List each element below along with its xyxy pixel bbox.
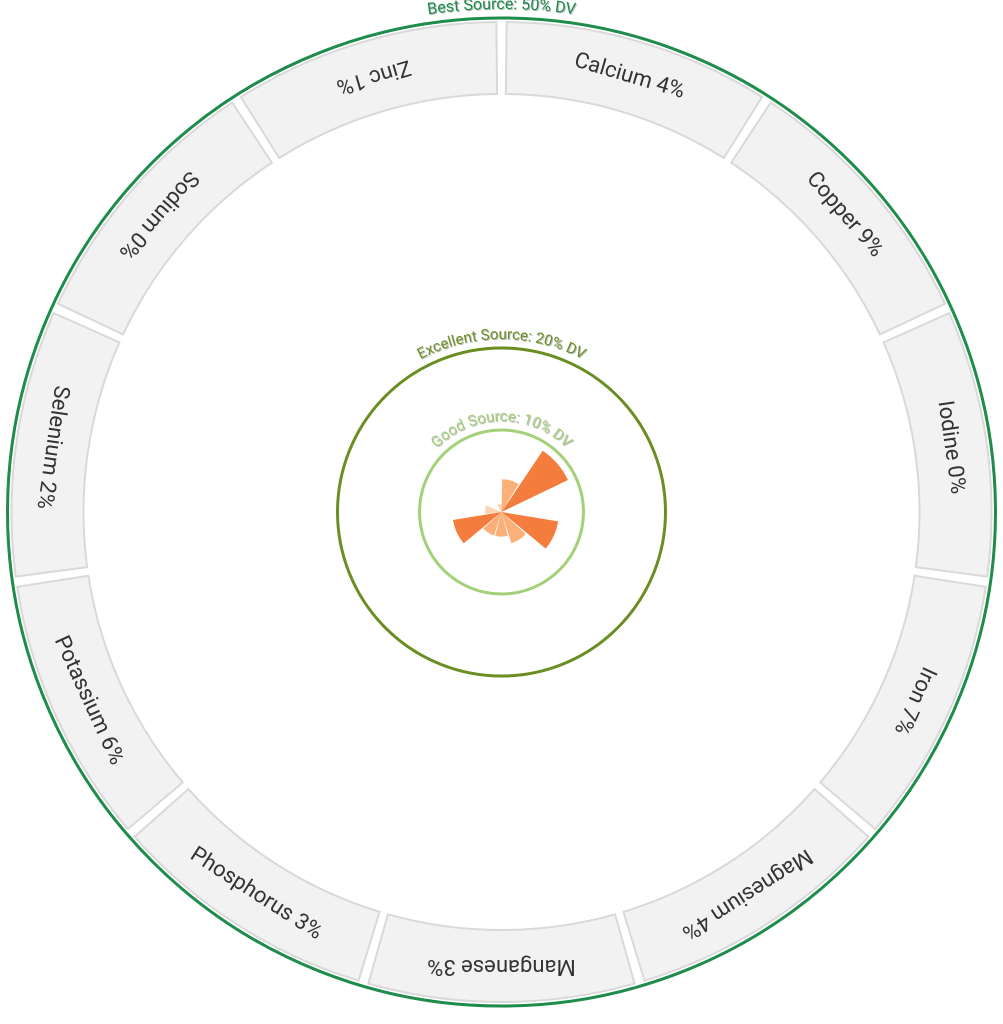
threshold-ring-label-best: Best Source: 50% DV xyxy=(426,0,577,18)
mineral-radial-chart: Calcium 4%Copper 9%Iodine 0%Iron 7%Magne… xyxy=(0,0,1003,1024)
label-ring-segment-iodine xyxy=(884,313,992,577)
segment-label-manganese: Manganese 3% xyxy=(427,954,575,979)
